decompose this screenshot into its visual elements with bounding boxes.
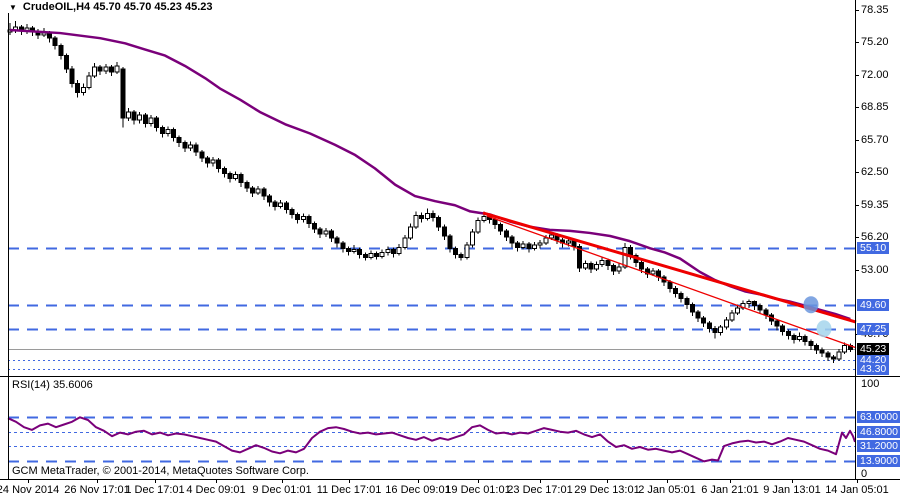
moving-average-line (9, 28, 851, 321)
rsi-scale-top: 100 (861, 378, 880, 390)
price-axis-tick: 78.35 (861, 4, 889, 16)
price-level-badge: 44.20 (857, 354, 890, 367)
time-axis-label: 6 Jan 21:01 (701, 484, 759, 496)
price-level-badge: 55.10 (857, 242, 890, 255)
time-axis-label: 4 Dec 09:01 (186, 484, 246, 496)
price-axis-tick: 53.00 (861, 263, 889, 276)
rsi-indicator-label: RSI(14) 35.6006 (12, 379, 93, 391)
rsi-line (7, 416, 856, 463)
price-level-badge: 49.60 (857, 298, 890, 311)
symbol-ohlc-text: CrudeOIL,H4 45.70 45.70 45.23 45.23 (22, 1, 213, 13)
time-axis-label: 24 Nov 2014 (0, 484, 60, 496)
rsi-scale-bottom: 0 (861, 468, 868, 480)
symbol-dropdown-icon[interactable]: ▼ (9, 2, 17, 12)
time-axis-label: 26 Nov 17:01 (64, 484, 130, 496)
time-axis-label: 23 Dec 17:01 (507, 484, 573, 496)
price-axis-tick: 62.50 (861, 166, 889, 179)
highlight-markers (803, 296, 832, 338)
time-axis-label: 29 Dec 13:01 (574, 484, 640, 496)
horizontal-level-lines (8, 247, 855, 370)
time-axis-label: 1 Dec 17:01 (125, 484, 185, 496)
price-level-badge: 47.25 (857, 322, 890, 335)
price-axis-tick: 75.20 (861, 36, 889, 49)
rsi-level-badge: 63.0000 (857, 411, 900, 424)
time-axis-label: 2 Jan 05:01 (638, 484, 696, 496)
time-axis-label: 9 Dec 01:01 (252, 484, 312, 496)
price-axis-tick: 68.85 (861, 101, 889, 114)
ellipse-marker (816, 320, 832, 338)
time-axis-label: 11 Dec 17:01 (316, 484, 382, 496)
rsi-level-badge: 31.2000 (857, 439, 900, 452)
rsi-level-badge: 13.9000 (857, 455, 900, 468)
price-axis-tick: 56.20 (861, 231, 889, 244)
price-axis-tick: 72.00 (861, 69, 889, 82)
time-axis-label: 19 Dec 01:01 (445, 484, 511, 496)
ellipse-marker (803, 296, 819, 314)
pane-borders (0, 0, 900, 483)
time-axis-label: 9 Jan 13:01 (763, 484, 821, 496)
rsi-level-badge: 46.8000 (857, 425, 900, 438)
current-price-badge: 45.23 (857, 343, 890, 356)
trendlines-layer (482, 211, 857, 349)
time-axis-label: 14 Jan 05:01 (825, 484, 889, 496)
chart-title: ▼ CrudeOIL,H4 45.70 45.70 45.23 45.23 (6, 1, 216, 13)
candlesticks-layer (7, 20, 853, 364)
price-axis-tick: 59.35 (861, 198, 889, 211)
time-axis-label: 16 Dec 09:01 (385, 484, 451, 496)
copyright-text: GCM MetaTrader, © 2001-2014, MetaQuotes … (12, 465, 309, 477)
price-axis-tick: 65.70 (861, 133, 889, 146)
rsi-level-lines (8, 416, 855, 463)
price-level-badge: 43.30 (857, 363, 890, 376)
